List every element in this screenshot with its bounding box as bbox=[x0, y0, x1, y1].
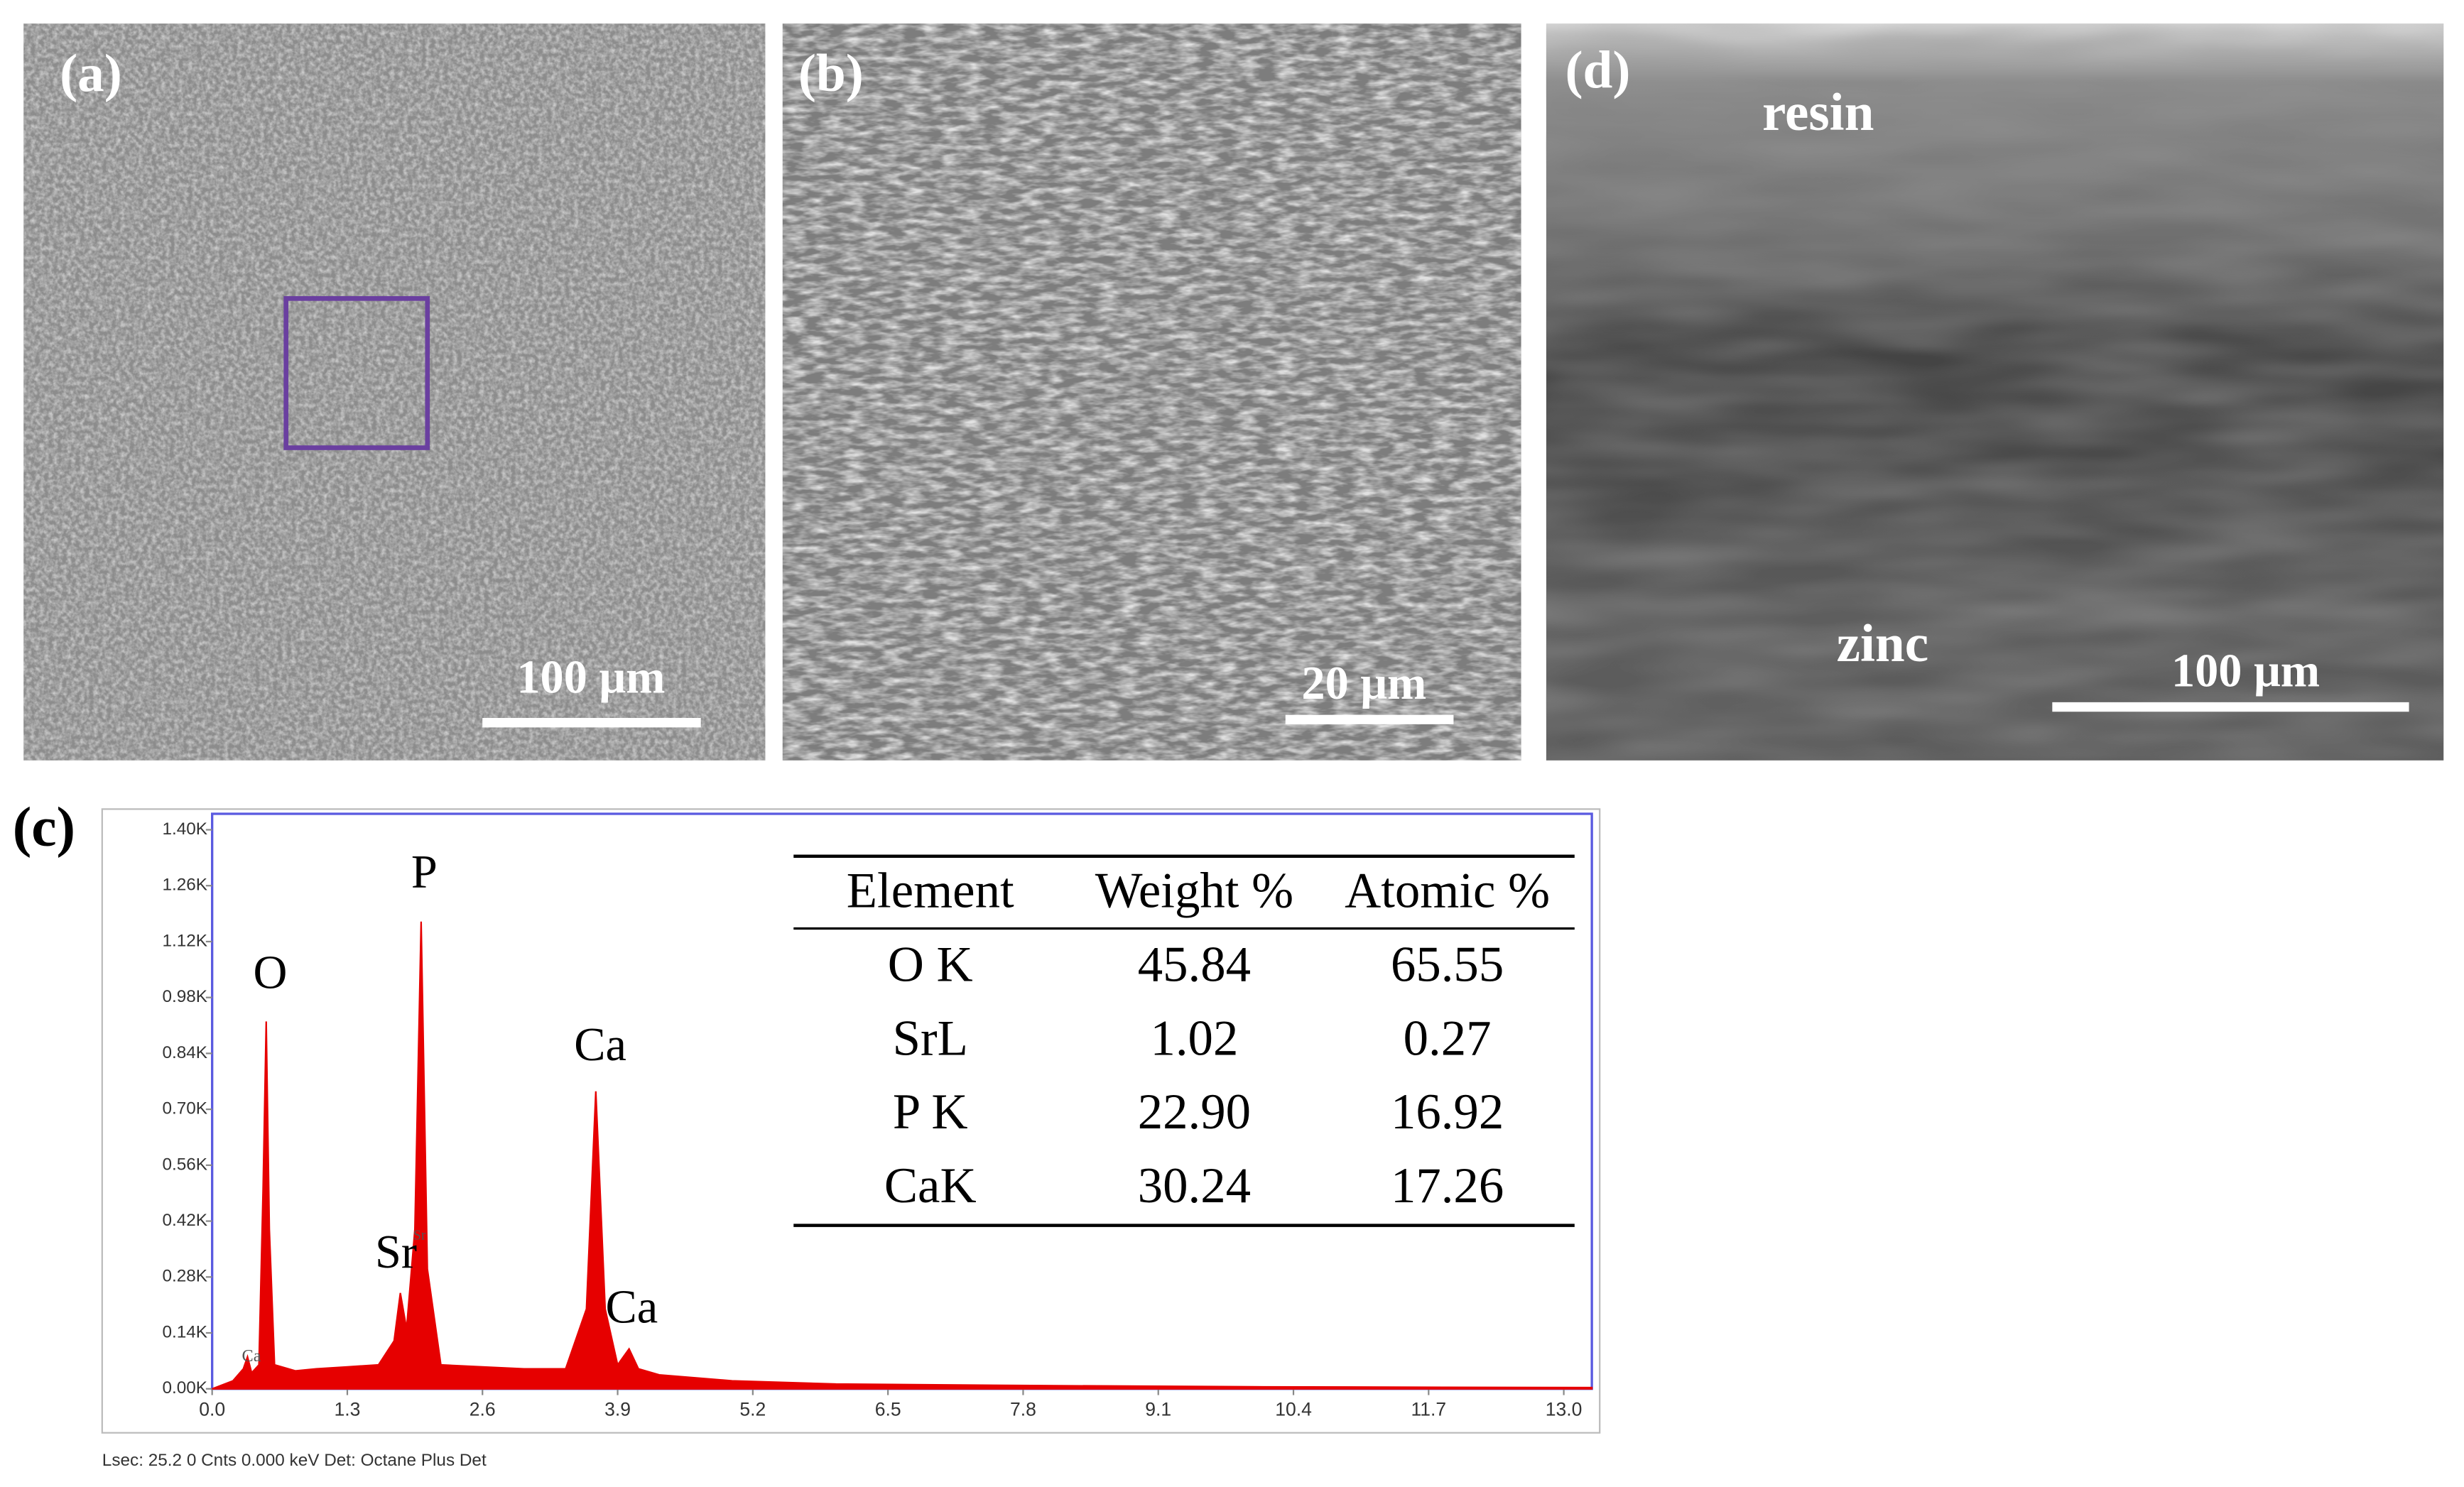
peak-label: Ca bbox=[606, 1282, 658, 1334]
x-tick-label: 6.5 bbox=[875, 1399, 901, 1420]
sem-texture bbox=[782, 23, 1521, 761]
table-cell: 16.92 bbox=[1391, 1084, 1504, 1140]
scale-text: 100 μm bbox=[516, 651, 665, 703]
x-tick-label: 1.3 bbox=[335, 1399, 361, 1420]
y-tick-label: 0.00K bbox=[162, 1378, 207, 1398]
x-tick-label: 9.1 bbox=[1145, 1399, 1171, 1420]
y-tick-label: 1.12K bbox=[162, 931, 207, 950]
y-tick-label: 0.56K bbox=[162, 1155, 207, 1174]
spectrum bbox=[212, 921, 1593, 1390]
table-header: Element bbox=[847, 863, 1014, 918]
chart-frame bbox=[101, 808, 1601, 1434]
y-tick-label: 0.14K bbox=[162, 1322, 207, 1341]
table-cell: 45.84 bbox=[1138, 937, 1251, 992]
peak-label: Sr bbox=[375, 1226, 417, 1278]
table-cell: 1.02 bbox=[1150, 1011, 1238, 1066]
peak-label: Ca bbox=[574, 1019, 626, 1071]
region-label: resin bbox=[1762, 83, 1874, 142]
table-cell: P K bbox=[893, 1084, 968, 1140]
x-tick-label: 7.8 bbox=[1010, 1399, 1036, 1420]
y-tick-label: 0.70K bbox=[162, 1099, 207, 1118]
panel-label: (d) bbox=[1565, 40, 1631, 99]
table-cell: 30.24 bbox=[1138, 1158, 1251, 1214]
table-cell: 22.90 bbox=[1138, 1084, 1251, 1140]
peak-label: O bbox=[254, 947, 288, 998]
y-tick-label: 1.40K bbox=[162, 819, 207, 839]
peak-label: P bbox=[411, 846, 438, 898]
table-cell: 0.27 bbox=[1404, 1011, 1492, 1066]
y-tick-label: 0.98K bbox=[162, 987, 207, 1006]
scale-text: 100 μm bbox=[2171, 646, 2320, 697]
table-header: Atomic % bbox=[1345, 863, 1550, 918]
zoom-box bbox=[283, 296, 430, 450]
x-tick-label: 5.2 bbox=[739, 1399, 766, 1420]
sem-texture bbox=[1546, 23, 2444, 761]
x-tick-label: 11.7 bbox=[1411, 1399, 1446, 1420]
y-tick-label: 0.42K bbox=[162, 1211, 207, 1230]
y-tick-label: 1.26K bbox=[162, 876, 207, 895]
peak-label: Ca bbox=[241, 1346, 261, 1366]
scale-text: 20 μm bbox=[1301, 658, 1426, 709]
peak-label: Sr bbox=[413, 1228, 426, 1243]
x-tick-label: 10.4 bbox=[1275, 1399, 1312, 1420]
table-cell: 17.26 bbox=[1391, 1158, 1504, 1214]
panel-label: (a) bbox=[60, 44, 122, 103]
panel-a: (a) 100 μm bbox=[23, 23, 766, 761]
panel-d: (d) resin zinc 100 μm bbox=[1546, 23, 2444, 761]
data-table: Element Weight % Atomic % O K 45.84 65.55 SrL 1… bbox=[793, 854, 1575, 1227]
plot-area bbox=[211, 812, 1593, 1390]
footer: Lsec: 25.2 0 Cnts 0.000 keV Det: Octane … bbox=[102, 1451, 487, 1470]
y-tick-label: 0.28K bbox=[162, 1267, 207, 1286]
x-tick-label: 13.0 bbox=[1546, 1399, 1583, 1420]
y-tick-label: 0.84K bbox=[162, 1043, 207, 1062]
x-tick-label: 0.0 bbox=[199, 1399, 225, 1420]
sem-texture bbox=[23, 23, 766, 761]
table-header: Weight % bbox=[1095, 863, 1293, 918]
x-tick-label: 2.6 bbox=[470, 1399, 496, 1420]
table-cell: CaK bbox=[884, 1158, 977, 1214]
x-tick-label: 3.9 bbox=[604, 1399, 631, 1420]
table-cell: SrL bbox=[893, 1011, 968, 1066]
region-label: zinc bbox=[1837, 614, 1929, 673]
panel-label: (b) bbox=[798, 44, 864, 103]
table-cell: O K bbox=[888, 937, 973, 992]
panel-b: (b) 20 μm bbox=[782, 23, 1521, 761]
panel-label: (c) bbox=[13, 796, 75, 859]
table-cell: 65.55 bbox=[1391, 937, 1504, 992]
